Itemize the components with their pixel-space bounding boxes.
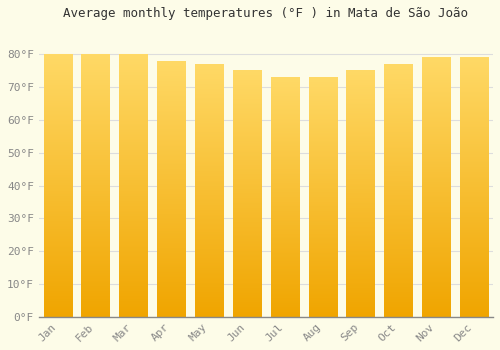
Title: Average monthly temperatures (°F ) in Mata de São João: Average monthly temperatures (°F ) in Ma…: [64, 7, 468, 20]
